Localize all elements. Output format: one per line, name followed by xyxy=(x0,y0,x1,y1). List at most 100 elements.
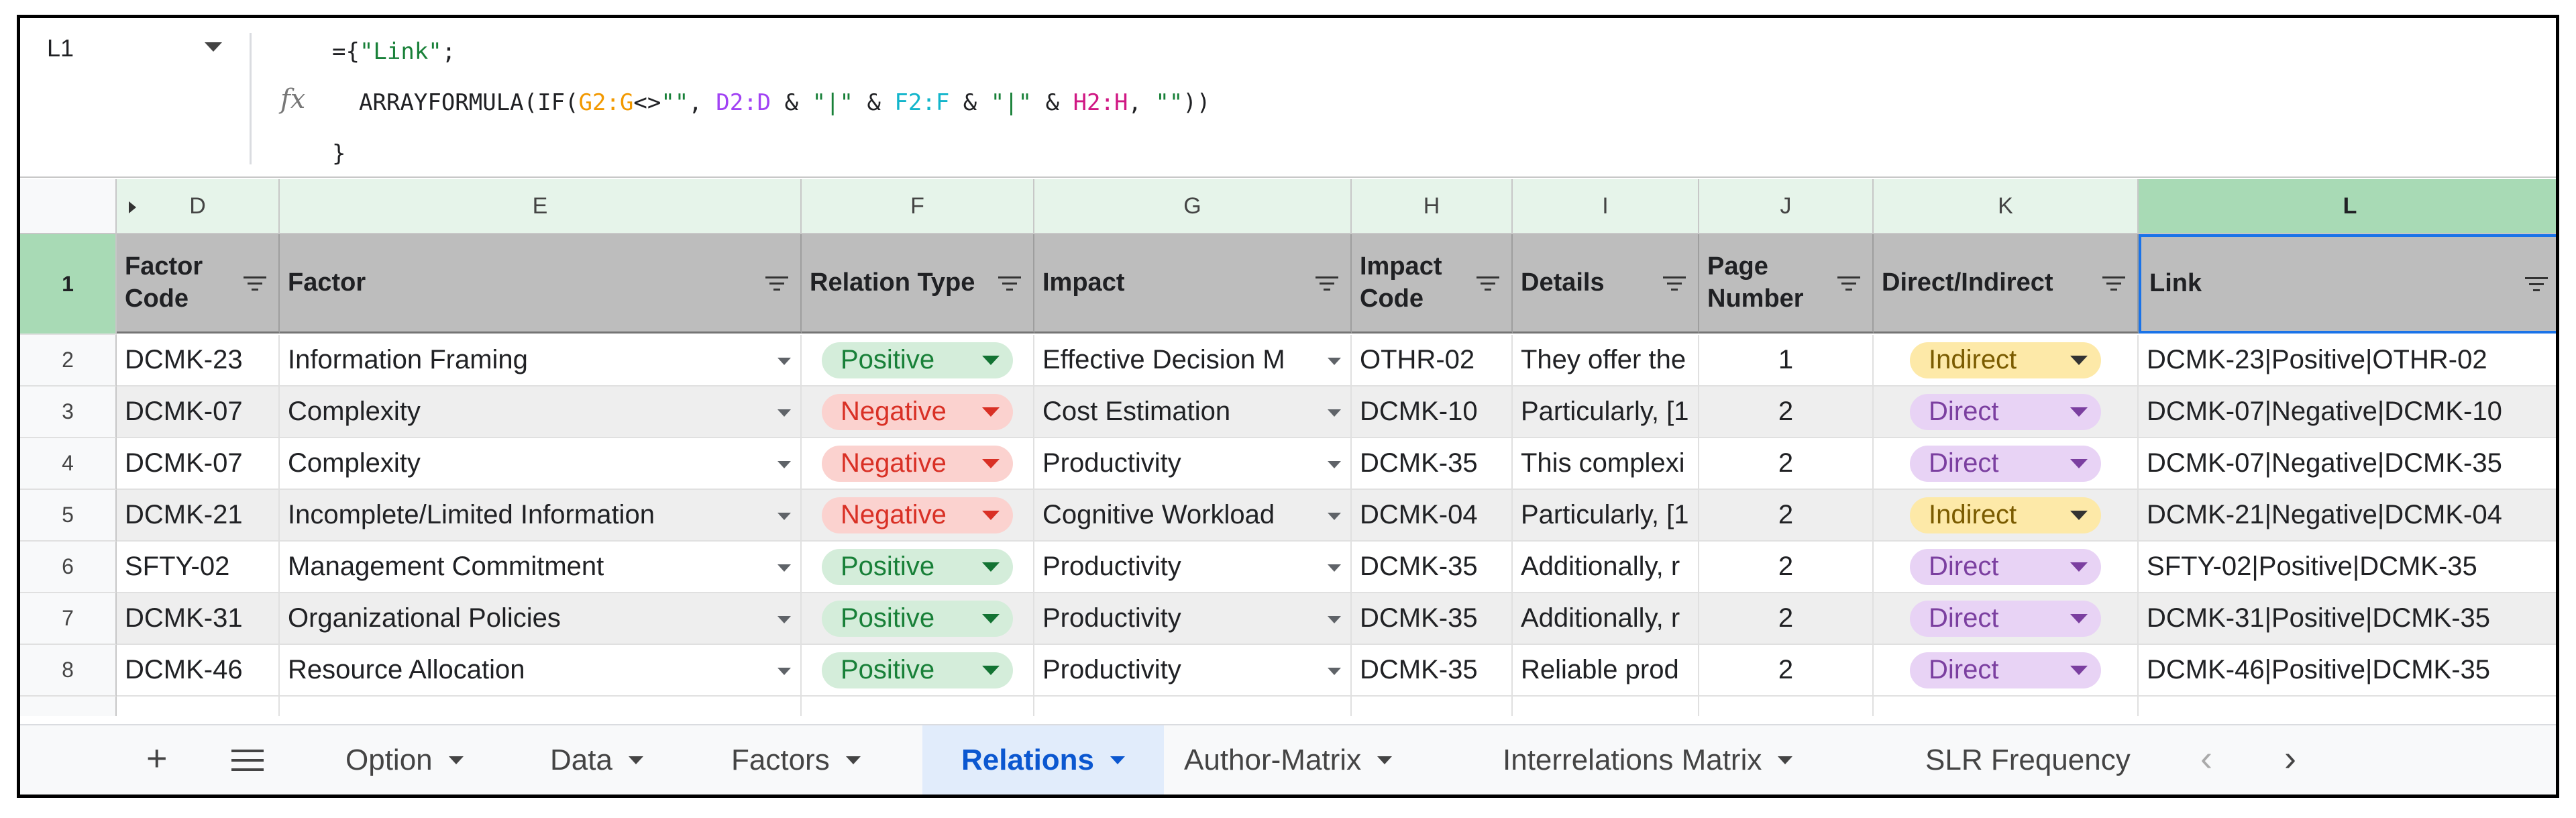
direct-indirect-chip[interactable]: Direct xyxy=(1910,652,2101,688)
cell-i8[interactable]: Reliable prod xyxy=(1513,645,1699,697)
cell-i6[interactable]: Additionally, r xyxy=(1513,542,1699,593)
cell-h8[interactable]: DCMK-35 xyxy=(1352,645,1513,697)
filter-icon[interactable] xyxy=(1837,274,1860,293)
column-header-h[interactable]: H xyxy=(1352,179,1513,234)
chevron-down-icon[interactable] xyxy=(2070,458,2088,468)
cell-k6[interactable]: Direct xyxy=(1874,542,2139,593)
cell-g6[interactable]: Productivity xyxy=(1034,542,1352,593)
cell-i5[interactable]: Particularly, [1 xyxy=(1513,490,1699,542)
cell-d3[interactable]: DCMK-07 xyxy=(117,387,280,438)
sheet-tab-interrelations-matrix[interactable]: Interrelations Matrix xyxy=(1503,725,1905,795)
name-box-dropdown-icon[interactable] xyxy=(205,42,222,52)
row-header-5[interactable]: 5 xyxy=(20,490,117,542)
dropdown-arrow-icon[interactable] xyxy=(777,668,791,675)
dropdown-arrow-icon[interactable] xyxy=(1328,409,1341,417)
cell-i9[interactable] xyxy=(1513,697,1699,716)
formula-line-2[interactable]: ARRAYFORMULA(IF(G2:G<>"", D2:D & "|" & F… xyxy=(359,89,1210,116)
expand-columns-icon[interactable] xyxy=(129,201,136,213)
column-header-d[interactable]: D xyxy=(117,179,280,234)
cell-j7[interactable]: 2 xyxy=(1699,593,1874,645)
cell-k8[interactable]: Direct xyxy=(1874,645,2139,697)
dropdown-arrow-icon[interactable] xyxy=(777,513,791,520)
cell-j5[interactable]: 2 xyxy=(1699,490,1874,542)
cell-k9[interactable] xyxy=(1874,697,2139,716)
cell-l9[interactable] xyxy=(2139,697,2556,716)
dropdown-arrow-icon[interactable] xyxy=(777,616,791,623)
filter-icon[interactable] xyxy=(244,274,266,293)
sheet-tab-factors[interactable]: Factors xyxy=(731,725,912,795)
direct-indirect-chip[interactable]: Direct xyxy=(1910,445,2101,482)
filter-icon[interactable] xyxy=(1316,274,1338,293)
cell-j2[interactable]: 1 xyxy=(1699,335,1874,387)
cell-h9[interactable] xyxy=(1352,697,1513,716)
row-header-6[interactable]: 6 xyxy=(20,542,117,593)
column-header-l[interactable]: L xyxy=(2139,179,2556,234)
chevron-down-icon[interactable] xyxy=(2070,665,2088,675)
chevron-down-icon[interactable] xyxy=(2070,562,2088,572)
column-header-f[interactable]: F xyxy=(802,179,1034,234)
relation-chip[interactable]: Positive xyxy=(822,600,1013,637)
cell-k7[interactable]: Direct xyxy=(1874,593,2139,645)
cell-g7[interactable]: Productivity xyxy=(1034,593,1352,645)
direct-indirect-chip[interactable]: Indirect xyxy=(1910,342,2101,378)
direct-indirect-chip[interactable]: Direct xyxy=(1910,548,2101,585)
cell-h7[interactable]: DCMK-35 xyxy=(1352,593,1513,645)
cell-f6[interactable]: Positive xyxy=(802,542,1034,593)
cell-k5[interactable]: Indirect xyxy=(1874,490,2139,542)
cell-l6[interactable]: SFTY-02|Positive|DCMK-35 xyxy=(2139,542,2556,593)
cell-i4[interactable]: This complexi xyxy=(1513,438,1699,490)
cell-f5[interactable]: Negative xyxy=(802,490,1034,542)
cell-e7[interactable]: Organizational Policies xyxy=(280,593,802,645)
cell-j4[interactable]: 2 xyxy=(1699,438,1874,490)
filter-icon[interactable] xyxy=(2525,274,2548,293)
header-cell-k[interactable]: Direct/Indirect xyxy=(1874,234,2139,334)
tab-menu-chevron-icon[interactable] xyxy=(1778,756,1793,764)
dropdown-arrow-icon[interactable] xyxy=(1328,564,1341,572)
cell-h6[interactable]: DCMK-35 xyxy=(1352,542,1513,593)
cell-g8[interactable]: Productivity xyxy=(1034,645,1352,697)
cell-i2[interactable]: They offer the xyxy=(1513,335,1699,387)
cell-e8[interactable]: Resource Allocation xyxy=(280,645,802,697)
formula-line-1[interactable]: ={"Link"; xyxy=(332,38,455,65)
add-sheet-button[interactable]: + xyxy=(146,738,168,778)
cell-f7[interactable]: Positive xyxy=(802,593,1034,645)
cell-d9[interactable] xyxy=(117,697,280,716)
header-cell-l[interactable]: Link xyxy=(2139,234,2556,395)
cell-g2[interactable]: Effective Decision M xyxy=(1034,335,1352,387)
cell-d5[interactable]: DCMK-21 xyxy=(117,490,280,542)
column-header-i[interactable]: I xyxy=(1513,179,1699,234)
chevron-down-icon[interactable] xyxy=(982,665,1000,675)
cell-e6[interactable]: Management Commitment xyxy=(280,542,802,593)
row-header-8[interactable]: 8 xyxy=(20,645,117,697)
row-header-7[interactable]: 7 xyxy=(20,593,117,645)
cell-l4[interactable]: DCMK-07|Negative|DCMK-35 xyxy=(2139,438,2556,490)
cell-g9[interactable] xyxy=(1034,697,1352,716)
header-cell-e[interactable]: Factor xyxy=(280,234,802,334)
chevron-down-icon[interactable] xyxy=(982,407,1000,417)
cell-f2[interactable]: Positive xyxy=(802,335,1034,387)
cell-j8[interactable]: 2 xyxy=(1699,645,1874,697)
cell-l2[interactable]: DCMK-23|Positive|OTHR-02 xyxy=(2139,335,2556,387)
sheet-tab-option[interactable]: Option xyxy=(345,725,506,795)
tab-menu-chevron-icon[interactable] xyxy=(1110,756,1126,764)
cell-l5[interactable]: DCMK-21|Negative|DCMK-04 xyxy=(2139,490,2556,542)
cell-g3[interactable]: Cost Estimation xyxy=(1034,387,1352,438)
tab-menu-chevron-icon[interactable] xyxy=(628,756,643,764)
dropdown-arrow-icon[interactable] xyxy=(777,409,791,417)
cell-d2[interactable]: DCMK-23 xyxy=(117,335,280,387)
dropdown-arrow-icon[interactable] xyxy=(1328,461,1341,468)
dropdown-arrow-icon[interactable] xyxy=(777,358,791,365)
chevron-down-icon[interactable] xyxy=(2070,613,2088,623)
cell-f8[interactable]: Positive xyxy=(802,645,1034,697)
header-cell-g[interactable]: Impact xyxy=(1034,234,1352,334)
cell-h2[interactable]: OTHR-02 xyxy=(1352,335,1513,387)
cell-h5[interactable]: DCMK-04 xyxy=(1352,490,1513,542)
direct-indirect-chip[interactable]: Indirect xyxy=(1910,497,2101,533)
tab-menu-chevron-icon[interactable] xyxy=(1377,756,1393,764)
relation-chip[interactable]: Negative xyxy=(822,445,1013,482)
cell-e4[interactable]: Complexity xyxy=(280,438,802,490)
relation-chip[interactable]: Positive xyxy=(822,342,1013,378)
cell-h3[interactable]: DCMK-10 xyxy=(1352,387,1513,438)
cell-d6[interactable]: SFTY-02 xyxy=(117,542,280,593)
column-header-e[interactable]: E xyxy=(280,179,802,234)
